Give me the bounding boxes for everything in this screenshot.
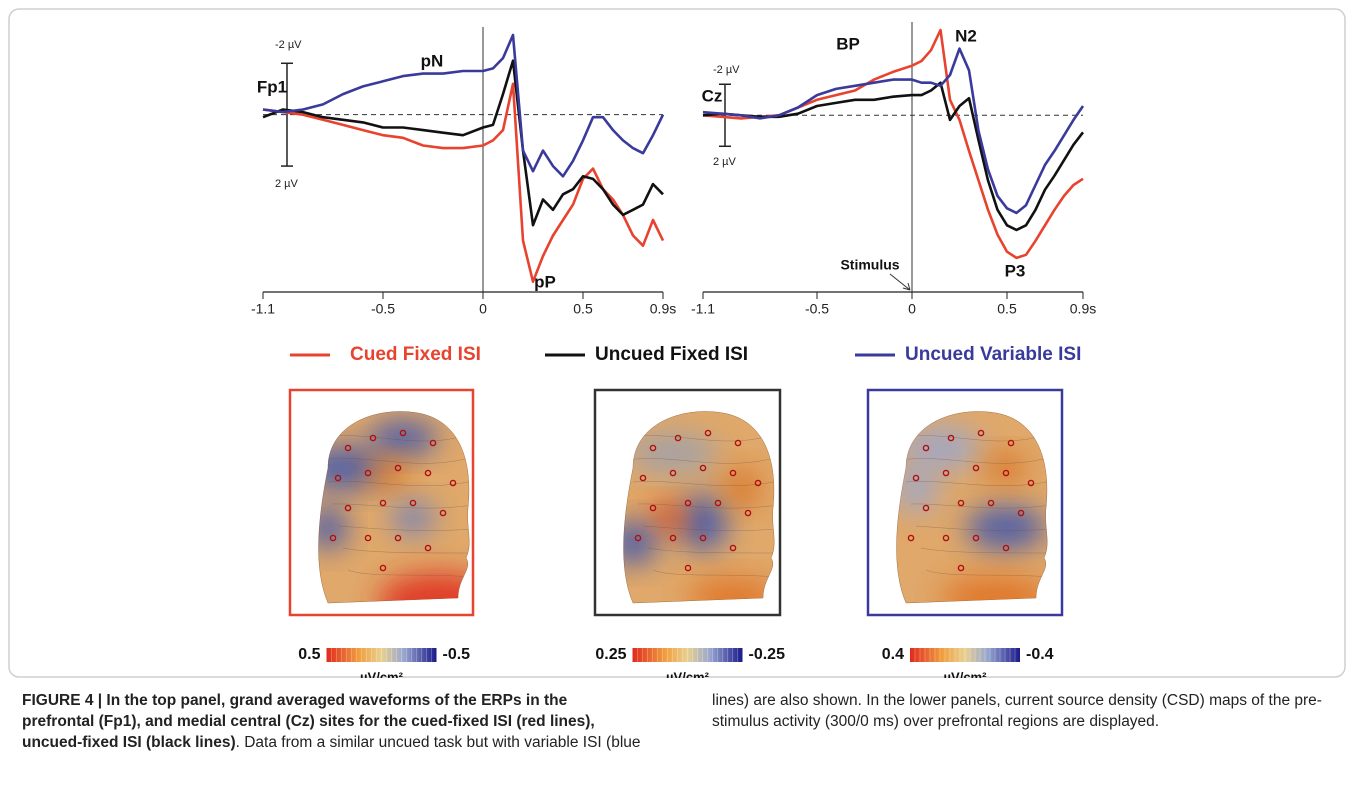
- site-label: Cz: [702, 86, 723, 105]
- x-tick-label: -1.1: [691, 301, 715, 317]
- series-line: [263, 84, 663, 282]
- colorbar-max: -0.25: [749, 646, 786, 663]
- head: [608, 411, 778, 618]
- colorbar-unit: µV/cm²: [944, 669, 988, 678]
- scale-label: -2 µV: [275, 39, 302, 51]
- head: [894, 411, 1051, 620]
- map-blob: [894, 463, 938, 513]
- map-blob: [986, 452, 1026, 484]
- colorbar-min: 0.25: [595, 646, 626, 663]
- scale-label: -2 µV: [713, 64, 740, 76]
- scale-label: 2 µV: [275, 178, 299, 190]
- site-label: Fp1: [257, 77, 287, 96]
- colorbar-unit: µV/cm²: [666, 669, 710, 678]
- x-tick-label: -0.5: [371, 301, 395, 317]
- legend-label: Cued Fixed ISI: [350, 344, 481, 365]
- figure: -1.1 -0.5 0 0.5 0.9s -2 µV 2 µV Fp1 pN pP -1.1 -0.5…: [8, 8, 1346, 678]
- map-blob: [378, 573, 498, 633]
- map-blob: [368, 420, 438, 456]
- colorbar-max: -0.4: [1026, 646, 1054, 663]
- x-tick-label: 0.5: [997, 301, 1017, 317]
- caption: FIGURE 4 | In the top panel, grand avera…: [22, 690, 1332, 753]
- scale-label: 2 µV: [713, 156, 737, 168]
- annotation: P3: [1005, 261, 1026, 280]
- colorbar-unit: µV/cm²: [360, 669, 404, 678]
- map-blob: [648, 502, 688, 534]
- annotation: pN: [421, 51, 444, 70]
- legend-label: Uncued Variable ISI: [905, 344, 1081, 365]
- head: [303, 411, 498, 633]
- series-line: [703, 83, 1083, 230]
- x-tick-label: 0.5: [573, 301, 593, 317]
- x-tick-label: -0.5: [805, 301, 829, 317]
- page: -1.1 -0.5 0 0.5 0.9s -2 µV 2 µV Fp1 pN pP -1.1 -0.5…: [0, 0, 1354, 808]
- annotation: Stimulus: [840, 257, 899, 273]
- x-tick-label: 0.9s: [1070, 301, 1096, 317]
- x-tick-label: 0: [479, 301, 487, 317]
- annotation: N2: [955, 26, 977, 45]
- colorbar-min: 0.5: [298, 646, 320, 663]
- annotation: BP: [836, 34, 860, 53]
- map-blob: [941, 576, 1051, 620]
- series-line: [263, 61, 663, 226]
- map-blob: [966, 506, 1046, 550]
- x-tick-label: 0.9s: [650, 301, 676, 317]
- map-blob: [608, 521, 658, 565]
- x-tick-label: 0: [908, 301, 916, 317]
- map-blob: [308, 506, 348, 550]
- stimulus-arrow: [890, 274, 910, 290]
- map-blob: [688, 578, 778, 618]
- series-line: [263, 35, 663, 176]
- colorbar-min: 0.4: [882, 646, 904, 663]
- colorbar-max: -0.5: [443, 646, 471, 663]
- legend-label: Uncued Fixed ISI: [595, 344, 748, 365]
- x-tick-label: -1.1: [251, 301, 275, 317]
- annotation: pP: [534, 272, 556, 291]
